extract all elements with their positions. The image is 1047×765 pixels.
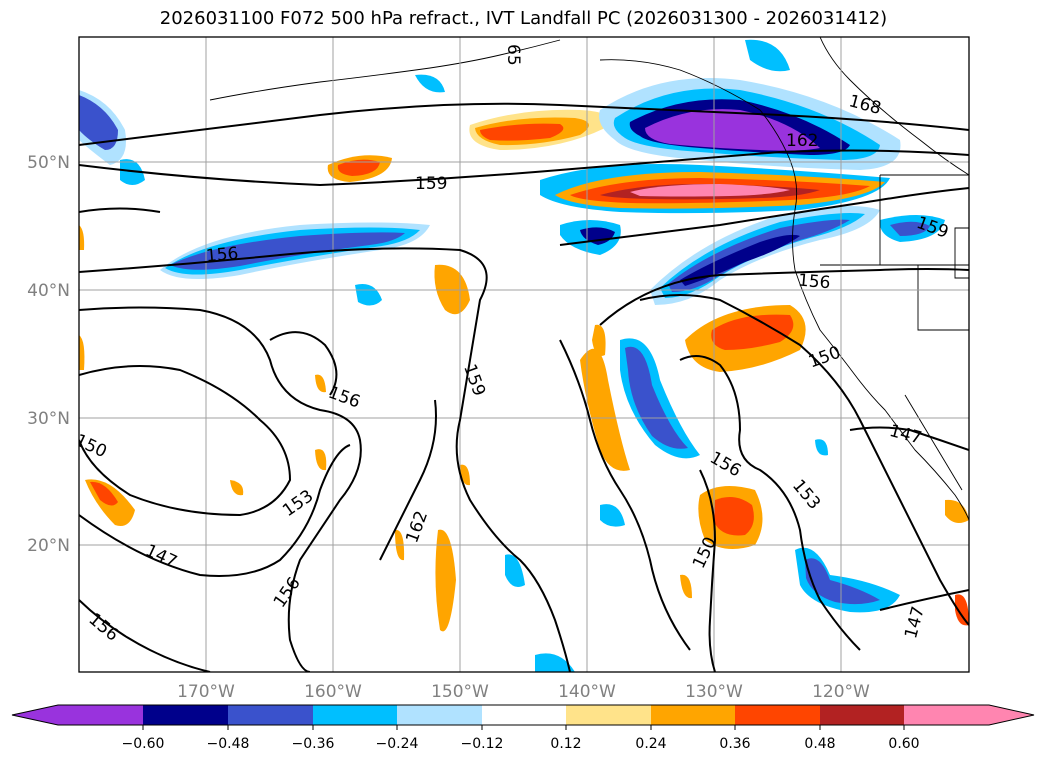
- lon-tick-label: 150°W: [431, 682, 489, 702]
- colorbar-bin: [651, 705, 735, 725]
- lat-axis: 50°N 40°N 30°N 20°N: [27, 153, 70, 556]
- contour-label: 162: [786, 131, 818, 151]
- height-contours: [79, 102, 969, 672]
- colorbar-tick-label: 0.12: [550, 736, 581, 752]
- colorbar-bin: [566, 705, 651, 725]
- colorbar-tick-label: 0.60: [888, 736, 919, 752]
- coastline: [209, 37, 969, 521]
- colorbar-outline: [11, 704, 1035, 726]
- lon-tick-label: 140°W: [558, 682, 616, 702]
- contour-label: 65: [503, 44, 523, 66]
- contour-label: 156: [205, 244, 239, 267]
- colorbar-bin: [735, 705, 820, 725]
- colorbar-over-extension: [989, 705, 1034, 725]
- colorbar-tick-label: −0.24: [376, 736, 419, 752]
- contour-label: 156: [797, 271, 831, 294]
- colorbar-bin: [820, 705, 904, 725]
- colorbar-tick-label: −0.12: [461, 736, 504, 752]
- colorbar-bin: [228, 705, 313, 725]
- colorbar-tick-label: −0.36: [292, 736, 335, 752]
- lon-tick-label: 170°W: [177, 682, 235, 702]
- colorbar-under-extension: [12, 705, 58, 725]
- colorbar-bin: [904, 705, 989, 725]
- lat-tick-label: 40°N: [27, 281, 70, 301]
- contour-label: 159: [415, 174, 447, 194]
- colorbar-bin: [397, 705, 482, 725]
- colorbar: −0.60 −0.48 −0.36 −0.24 −0.12 0.12 0.24 …: [11, 704, 1035, 752]
- lon-tick-label: 120°W: [812, 682, 870, 702]
- lat-tick-label: 50°N: [27, 153, 70, 173]
- lon-tick-label: 160°W: [304, 682, 362, 702]
- colorbar-tick-label: 0.24: [635, 736, 666, 752]
- lon-axis: 170°W 160°W 150°W 140°W 130°W 120°W: [177, 682, 870, 702]
- map-title: 2026031100 F072 500 hPa refract., IVT La…: [159, 8, 888, 29]
- colorbar-tick-label: −0.60: [122, 736, 165, 752]
- colorbar-tick-label: −0.48: [207, 736, 250, 752]
- colorbar-bin: [58, 705, 143, 725]
- colorbar-bin: [143, 705, 228, 725]
- lon-tick-label: 130°W: [685, 682, 743, 702]
- colorbar-bin: [482, 705, 566, 725]
- colorbar-tick-label: 0.48: [804, 736, 835, 752]
- colorbar-tick-label: 0.36: [719, 736, 750, 752]
- colorbar-bin: [313, 705, 397, 725]
- lat-tick-label: 20°N: [27, 536, 70, 556]
- lat-tick-label: 30°N: [27, 409, 70, 429]
- map-frame: [78, 36, 970, 673]
